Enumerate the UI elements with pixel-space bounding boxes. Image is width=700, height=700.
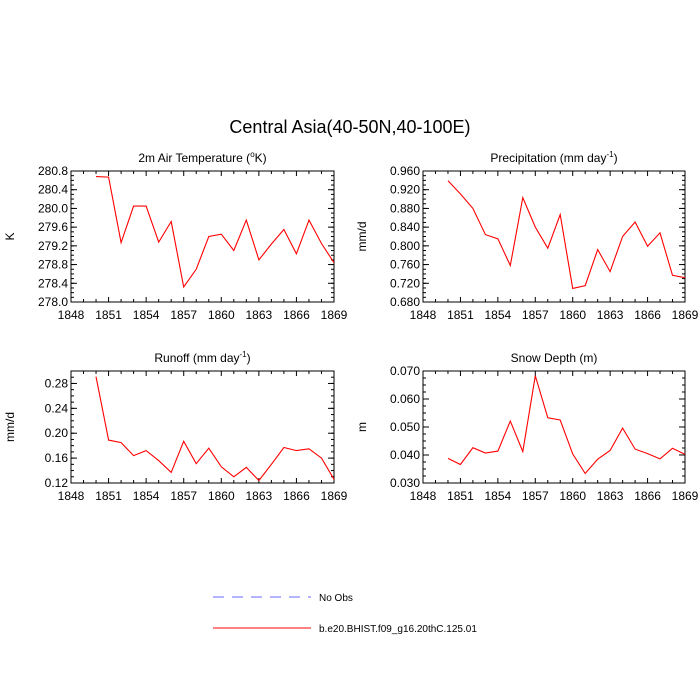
x-tick-label: 1866 [283,489,310,503]
x-tick-label: 1863 [246,489,273,503]
y-tick-label: 0.720 [390,276,420,290]
x-tick-label: 1863 [597,489,624,503]
plot-frame [70,370,335,484]
y-tick-label: 0.16 [45,451,69,465]
y-tick-label: 280.0 [38,201,68,215]
y-tick-label: 0.960 [390,164,420,178]
x-tick-label: 1860 [559,489,586,503]
panel-3: Snow Depth (m) m 1848 1851 1854 1857 1860 1863 1… [355,351,699,503]
y-tick-label: 0.760 [390,258,420,272]
y-tick-label: 0.050 [390,420,420,434]
x-tick-label: 1848 [58,308,85,322]
x-tick-label: 1866 [634,489,661,503]
x-tick-label: 1863 [597,308,624,322]
x-tick-label: 1860 [559,308,586,322]
y-tick-label: 0.800 [390,239,420,253]
y-tick-label: 0.680 [390,295,420,309]
x-tick-label: 1848 [410,489,437,503]
y-tick-label: 0.28 [45,376,69,390]
y-tick-label: 278.4 [38,276,68,290]
y-tick-label: 0.060 [390,392,420,406]
y-tick-label: 0.20 [45,426,69,440]
x-tick-label: 1848 [58,489,85,503]
y-tick-label: 0.030 [390,476,420,490]
y-tick-label: 0.24 [45,401,69,415]
y-tick-label: 0.920 [390,183,420,197]
x-tick-label: 1857 [170,489,197,503]
plot-frame [422,170,686,303]
y-tick-label: 278.8 [38,258,68,272]
legend-label-0: No Obs [319,593,353,604]
x-tick-label: 1869 [672,489,699,503]
y-axis-label: mm/d [355,222,369,252]
legend-label-1: b.e20.BHIST.f09_g16.20thC.125.01 [319,624,477,635]
series-line-0 [95,376,335,482]
legend: No Obs b.e20.BHIST.f09_g16.20thC.125.01 [213,593,477,635]
panel-0: 2m Air Temperature (oK) K 1848 1851 1854 1857… [3,150,348,322]
x-tick-label: 1851 [95,489,122,503]
y-axis-label: mm/d [3,412,17,442]
y-tick-label: 0.040 [390,448,420,462]
y-tick-label: 279.2 [38,239,68,253]
y-tick-label: 279.6 [38,220,68,234]
x-tick-label: 1857 [170,308,197,322]
y-axis-label: K [3,232,17,240]
panel-1: Precipitation (mm day-1) mm/d 1848 1851 1854… [355,150,699,322]
x-tick-label: 1869 [321,489,348,503]
y-axis-label: m [355,422,369,432]
panel-title: Runoff (mm day-1) [154,350,250,365]
x-tick-label: 1866 [283,308,310,322]
y-tick-label: 280.4 [38,183,68,197]
x-tick-label: 1869 [321,308,348,322]
x-tick-label: 1851 [95,308,122,322]
panels: 2m Air Temperature (oK) K 1848 1851 1854 1857… [3,150,699,503]
x-tick-label: 1848 [410,308,437,322]
plot-frame [422,370,686,484]
x-tick-label: 1851 [447,308,474,322]
series-line-0 [95,176,335,289]
x-tick-label: 1851 [447,489,474,503]
panel-2: Runoff (mm day-1) mm/d 1848 1851 1854 1857 186… [3,350,348,503]
x-tick-label: 1854 [133,308,160,322]
panel-title: Precipitation (mm day-1) [490,150,617,165]
x-tick-label: 1869 [672,308,699,322]
x-tick-label: 1863 [246,308,273,322]
x-tick-label: 1857 [522,489,549,503]
x-tick-label: 1860 [208,489,235,503]
panel-title: 2m Air Temperature (oK) [138,150,266,165]
x-tick-label: 1866 [634,308,661,322]
y-tick-label: 280.8 [38,164,68,178]
x-tick-label: 1854 [485,308,512,322]
plot-frame [70,170,335,303]
series-line-0 [447,180,686,290]
x-tick-label: 1857 [522,308,549,322]
x-tick-label: 1854 [485,489,512,503]
x-tick-label: 1854 [133,489,160,503]
y-tick-label: 0.12 [45,476,69,490]
y-tick-label: 0.070 [390,364,420,378]
y-tick-label: 278.0 [38,295,68,309]
y-tick-label: 0.840 [390,220,420,234]
x-tick-label: 1860 [208,308,235,322]
panel-title: Snow Depth (m) [511,351,598,365]
series-line-0 [447,375,686,475]
y-tick-label: 0.880 [390,201,420,215]
figure-title: Central Asia(40-50N,40-100E) [229,117,470,137]
